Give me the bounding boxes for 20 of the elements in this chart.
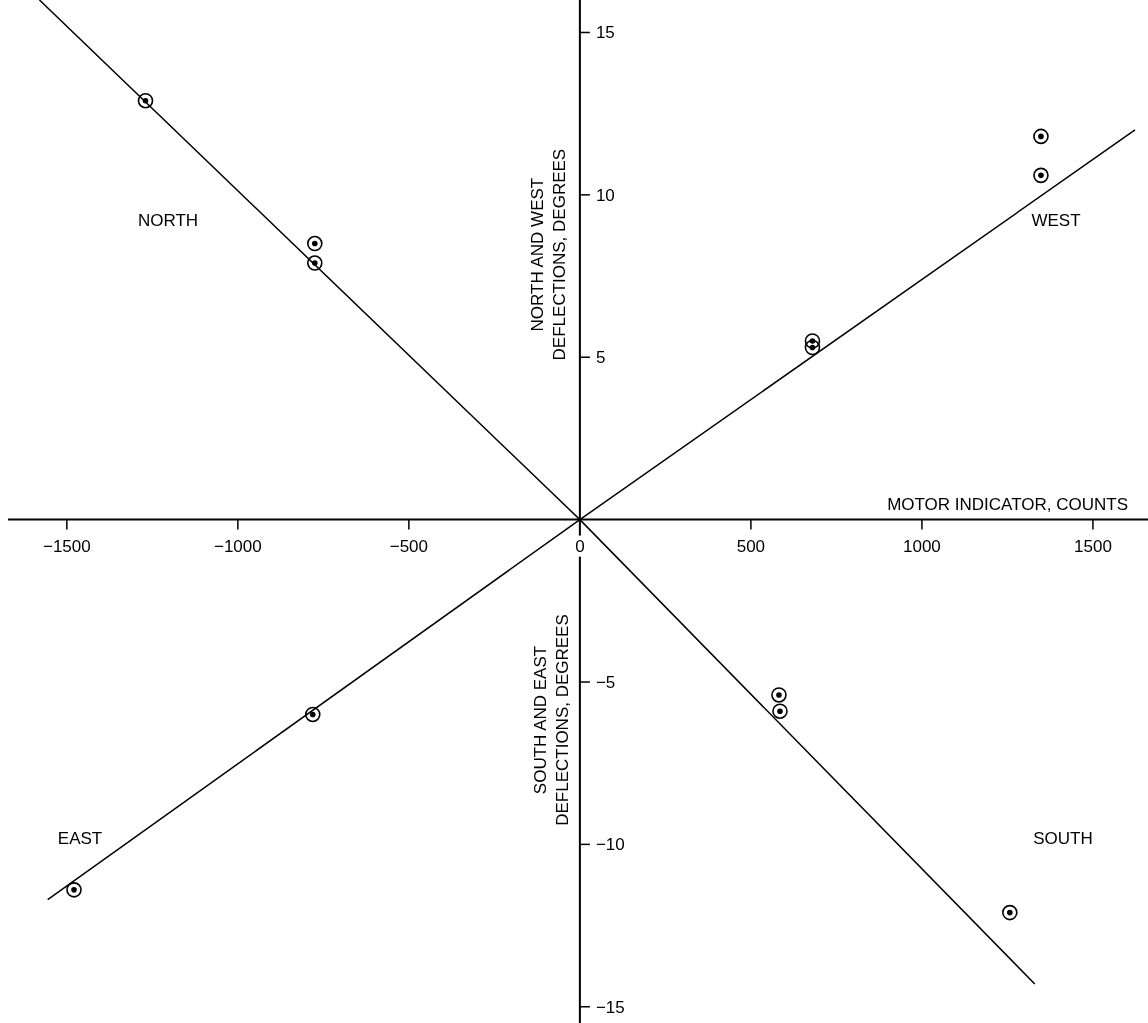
y-axis-title: NORTH AND WEST DEFLECTIONS, DEGREES — [527, 148, 569, 361]
y-tick-label: −5 — [595, 673, 616, 692]
x-tick-label: 0 — [575, 536, 585, 556]
annotation: SOUTH AND EAST DEFLECTIONS, DEGREES — [531, 614, 572, 826]
x-tick-label: −500 — [389, 536, 429, 556]
y-tick-label: 15 — [595, 23, 615, 43]
annotation: EAST — [57, 829, 103, 848]
x-tick-label: 1000 — [903, 536, 941, 556]
x-axis-title: MOTOR INDICATOR, COUNTS — [887, 494, 1128, 514]
x-tick-label: −1500 — [42, 536, 91, 556]
x-tick-label: 500 — [736, 536, 766, 556]
y-tick-label: −10 — [595, 835, 625, 855]
y-tick-label: 5 — [595, 348, 606, 368]
x-tick-label: 1500 — [1074, 536, 1112, 556]
x-tick-label: −1000 — [213, 536, 262, 556]
annotation: SOUTH — [1033, 829, 1093, 848]
annotation: WEST — [1031, 211, 1081, 230]
y-tick-label: −15 — [595, 997, 625, 1017]
y-tick-label: 10 — [595, 185, 615, 205]
annotation: NORTH — [137, 211, 199, 230]
